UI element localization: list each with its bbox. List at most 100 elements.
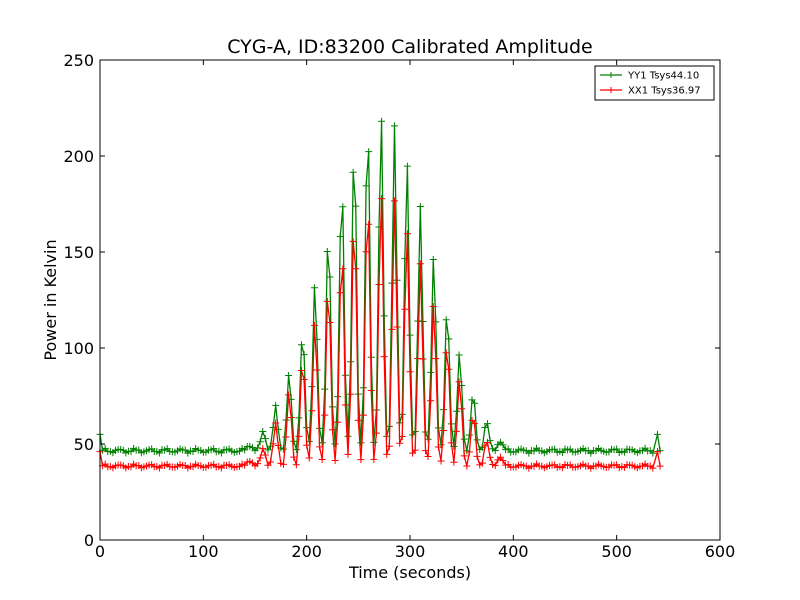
data-point (375, 280, 383, 288)
data-point (385, 442, 393, 450)
data-point (308, 383, 316, 391)
data-point (396, 439, 404, 447)
data-point (391, 122, 398, 130)
data-point (290, 437, 298, 445)
x-tick-label: 500 (601, 542, 632, 561)
data-point (344, 450, 352, 458)
data-point (285, 391, 293, 399)
data-point (471, 399, 479, 407)
data-point (372, 429, 380, 437)
data-point (347, 390, 355, 398)
data-point (378, 117, 386, 125)
data-point (473, 436, 481, 444)
data-point (285, 371, 293, 379)
data-point (427, 368, 435, 376)
data-point (318, 455, 326, 463)
data-point (434, 443, 442, 451)
data-point (272, 419, 280, 427)
data-point (427, 397, 435, 405)
data-point (491, 447, 499, 455)
data-point (649, 449, 657, 457)
data-point (336, 289, 344, 297)
y-tick-label: 0 (84, 531, 94, 550)
data-point (305, 454, 313, 462)
data-point (440, 427, 448, 435)
data-point (298, 366, 305, 374)
data-point (406, 368, 414, 376)
data-point (558, 449, 566, 457)
data-point (261, 451, 269, 459)
data-point (486, 453, 494, 461)
data-point (341, 401, 349, 409)
y-tick-label: 150 (63, 243, 94, 262)
data-point (471, 420, 479, 428)
data-point (292, 461, 300, 469)
x-tick-label: 300 (395, 542, 426, 561)
data-point (460, 435, 468, 443)
data-point (300, 351, 308, 359)
x-tick-label: 400 (498, 542, 529, 561)
data-point (313, 366, 321, 374)
data-point (445, 365, 453, 373)
chart-title: CYG-A, ID:83200 Calibrated Amplitude (227, 36, 592, 58)
data-point (442, 349, 450, 357)
data-point (339, 265, 347, 273)
data-point (422, 447, 429, 455)
data-point (484, 420, 491, 428)
x-axis-label: Time (seconds) (348, 563, 471, 582)
data-point (378, 195, 386, 203)
data-point (419, 355, 427, 363)
data-point (391, 197, 398, 205)
data-point (481, 423, 489, 431)
data-point (398, 432, 406, 440)
data-point (403, 230, 411, 238)
data-point (349, 237, 357, 245)
data-point (264, 446, 272, 454)
y-tick-label: 50 (74, 435, 94, 454)
data-point (349, 168, 357, 176)
data-point (308, 407, 316, 415)
data-point (393, 276, 401, 284)
data-point (499, 457, 507, 465)
data-point (455, 378, 463, 386)
data-point (357, 439, 365, 447)
data-point (453, 407, 460, 415)
data-point (365, 148, 373, 156)
series-line (99, 121, 661, 455)
data-point (310, 321, 318, 329)
data-point (334, 418, 342, 426)
data-point (300, 376, 308, 384)
data-point (279, 445, 287, 453)
data-point (279, 460, 287, 468)
data-point (465, 448, 473, 456)
data-point (401, 305, 409, 313)
data-point (316, 443, 324, 451)
data-point (442, 316, 450, 324)
data-point (274, 441, 282, 449)
data-point (388, 279, 396, 287)
legend: YY1 Tsys44.10 XX1 Tsys36.97 (594, 65, 715, 101)
data-point (499, 441, 507, 449)
data-point (352, 202, 360, 210)
x-tick-label: 200 (291, 542, 322, 561)
data-point (326, 318, 334, 326)
data-point (354, 416, 362, 424)
data-point (424, 452, 432, 460)
series-yy1 (96, 117, 664, 457)
data-point (365, 220, 373, 228)
data-point (463, 462, 471, 470)
ticks-layer: 0 100 200 300 400 500 600 0 50 100 150 200 250 (63, 51, 735, 561)
data-point (254, 444, 262, 452)
legend-label: YY1 Tsys44.10 (627, 71, 699, 82)
data-point (256, 454, 264, 462)
y-tick-label: 250 (63, 51, 94, 70)
data-point (432, 355, 440, 363)
data-point (429, 255, 437, 263)
data-point (269, 440, 277, 448)
data-point (460, 452, 468, 460)
legend-marker (608, 72, 614, 78)
data-point (370, 455, 378, 463)
data-point (272, 401, 280, 409)
